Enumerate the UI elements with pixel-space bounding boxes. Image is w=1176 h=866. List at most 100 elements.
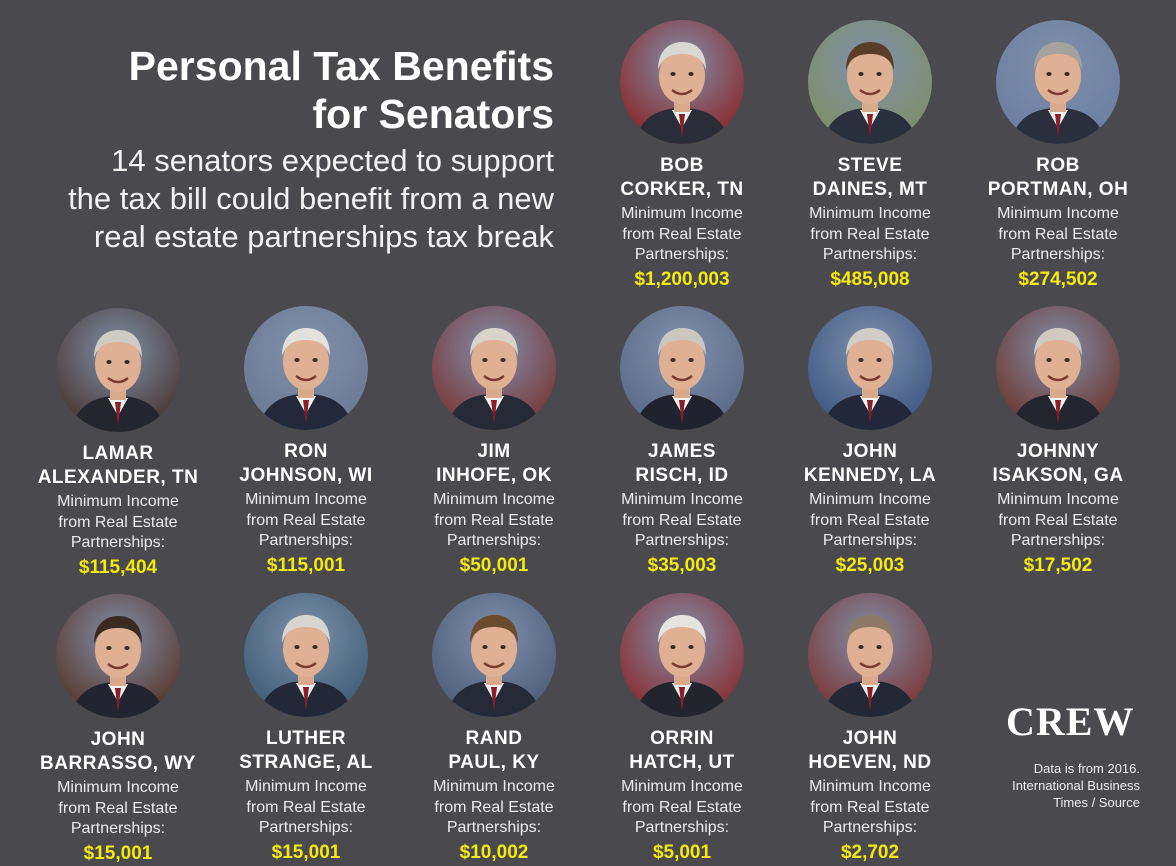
income-amount: $10,002 xyxy=(459,841,529,863)
income-label: Minimum Income from Real Estate Partnershi… xyxy=(594,490,770,552)
income-label-line: Partnerships: xyxy=(822,246,918,263)
income-label-line: Minimum Income xyxy=(621,778,743,795)
senator-first-name: JAMES xyxy=(648,441,716,462)
income-label-line: Partnerships: xyxy=(258,819,354,836)
income-label-line: Minimum Income xyxy=(809,491,931,508)
income-amount: $50,001 xyxy=(459,554,529,576)
subtitle-line-2: the tax bill could benefit from a new xyxy=(68,181,554,216)
income-label-line: Minimum Income xyxy=(433,778,555,795)
income-label-line: from Real Estate xyxy=(58,799,178,817)
income-label: Minimum Income from Real Estate Partnershi… xyxy=(970,490,1146,552)
income-amount: $1,200,003 xyxy=(634,268,730,290)
senator-first-name: RAND xyxy=(465,728,523,749)
senator-last-name-state: BARRASSO, WY xyxy=(40,753,196,774)
income-amount: $115,001 xyxy=(266,554,346,576)
income-amount: $15,001 xyxy=(83,842,153,864)
senator-portrait xyxy=(620,20,744,144)
senator-first-name: JOHN xyxy=(90,729,146,750)
income-label-line: from Real Estate xyxy=(622,798,742,816)
income-label-line: Partnerships: xyxy=(822,532,918,549)
title-line-2: for Senators xyxy=(312,91,555,137)
income-label-line: Partnerships: xyxy=(70,820,166,837)
senator-first-name: JOHNNY xyxy=(1016,441,1100,462)
income-label: Minimum Income from Real Estate Partnershi… xyxy=(218,490,394,552)
income-label-line: Partnerships: xyxy=(1010,532,1106,549)
income-label-line: Partnerships: xyxy=(1010,246,1106,263)
income-label-line: Minimum Income xyxy=(245,491,367,508)
income-label-line: Minimum Income xyxy=(809,778,931,795)
senator-portrait xyxy=(56,594,180,718)
senator-last-name-state: STRANGE, AL xyxy=(239,752,373,773)
senator-card: LUTHER STRANGE, AL Minimum Income from Real… xyxy=(218,593,394,865)
senator-portrait xyxy=(244,306,368,430)
senator-last-name-state: RISCH, ID xyxy=(635,465,729,486)
income-label: Minimum Income from Real Estate Partnershi… xyxy=(30,492,206,554)
income-label-line: from Real Estate xyxy=(246,798,366,816)
income-label-line: Minimum Income xyxy=(621,491,743,508)
income-label-line: from Real Estate xyxy=(998,511,1118,529)
income-label-line: Minimum Income xyxy=(997,205,1119,222)
income-label-line: from Real Estate xyxy=(810,798,930,816)
senator-card: RON JOHNSON, WI Minimum Income from Real Es… xyxy=(218,306,394,578)
senator-last-name-state: ISAKSON, GA xyxy=(992,465,1124,486)
income-label: Minimum Income from Real Estate Partnershi… xyxy=(406,777,582,839)
crew-logo: CREW xyxy=(1006,699,1135,744)
income-label-line: Partnerships: xyxy=(446,819,542,836)
income-amount: $5,001 xyxy=(652,841,712,863)
senator-card: JOHN BARRASSO, WY Minimum Income from Real … xyxy=(30,594,206,866)
senator-first-name: STEVE xyxy=(837,155,903,176)
income-amount: $17,502 xyxy=(1023,554,1093,576)
income-label-line: Partnerships: xyxy=(446,532,542,549)
income-label: Minimum Income from Real Estate Partnershi… xyxy=(30,778,206,840)
income-amount: $15,001 xyxy=(271,841,341,863)
senator-portrait xyxy=(620,593,744,717)
senator-card: JAMES RISCH, ID Minimum Income from Real Es… xyxy=(594,306,770,578)
income-label: Minimum Income from Real Estate Partnershi… xyxy=(970,204,1146,266)
senator-portrait xyxy=(432,593,556,717)
senator-portrait xyxy=(808,306,932,430)
senator-last-name-state: KENNEDY, LA xyxy=(803,465,937,486)
senator-first-name: RON xyxy=(284,441,328,462)
income-label-line: Partnerships: xyxy=(258,532,354,549)
income-label-line: from Real Estate xyxy=(810,225,930,243)
senator-portrait xyxy=(620,306,744,430)
income-label-line: from Real Estate xyxy=(810,511,930,529)
senator-first-name: LAMAR xyxy=(82,443,154,464)
income-label-line: Minimum Income xyxy=(245,778,367,795)
senator-card: STEVE DAINES, MT Minimum Income from Real E… xyxy=(782,20,958,292)
income-label-line: from Real Estate xyxy=(434,798,554,816)
senator-first-name: LUTHER xyxy=(265,728,347,749)
senator-card: ROB PORTMAN, OH Minimum Income from Real Es… xyxy=(970,20,1146,292)
senator-portrait xyxy=(56,308,180,432)
senator-last-name-state: PAUL, KY xyxy=(448,752,540,773)
income-label-line: Minimum Income xyxy=(433,491,555,508)
income-label-line: Minimum Income xyxy=(57,779,179,796)
senator-portrait xyxy=(996,20,1120,144)
senator-first-name: ROB xyxy=(1036,155,1080,176)
income-label-line: Partnerships: xyxy=(634,532,730,549)
senator-card: BOB CORKER, TN Minimum Income from Real Est… xyxy=(594,20,770,292)
senator-last-name-state: PORTMAN, OH xyxy=(987,179,1129,200)
income-amount: $2,702 xyxy=(840,841,900,863)
senator-first-name: BOB xyxy=(660,155,704,176)
senator-first-name: JOHN xyxy=(842,728,898,749)
income-amount: $115,404 xyxy=(78,556,158,578)
source-note: Data is from 2016. International Busines… xyxy=(940,760,1140,811)
income-label-line: from Real Estate xyxy=(246,511,366,529)
senator-last-name-state: CORKER, TN xyxy=(620,179,744,200)
senator-portrait xyxy=(808,593,932,717)
income-label: Minimum Income from Real Estate Partnershi… xyxy=(594,777,770,839)
income-label-line: Minimum Income xyxy=(997,491,1119,508)
source-line-3: Times / Source xyxy=(1053,795,1140,810)
source-line-2: International Business xyxy=(1012,778,1140,793)
income-label: Minimum Income from Real Estate Partnershi… xyxy=(782,490,958,552)
income-label-line: from Real Estate xyxy=(622,511,742,529)
senator-card: JIM INHOFE, OK Minimum Income from Real Est… xyxy=(406,306,582,578)
senator-card: JOHNNY ISAKSON, GA Minimum Income from Real… xyxy=(970,306,1146,578)
senator-last-name-state: ALEXANDER, TN xyxy=(37,467,199,488)
senator-portrait xyxy=(808,20,932,144)
senator-last-name-state: JOHNSON, WI xyxy=(239,465,373,486)
income-label: Minimum Income from Real Estate Partnershi… xyxy=(782,777,958,839)
income-label: Minimum Income from Real Estate Partnershi… xyxy=(218,777,394,839)
senator-last-name-state: INHOFE, OK xyxy=(436,465,552,486)
